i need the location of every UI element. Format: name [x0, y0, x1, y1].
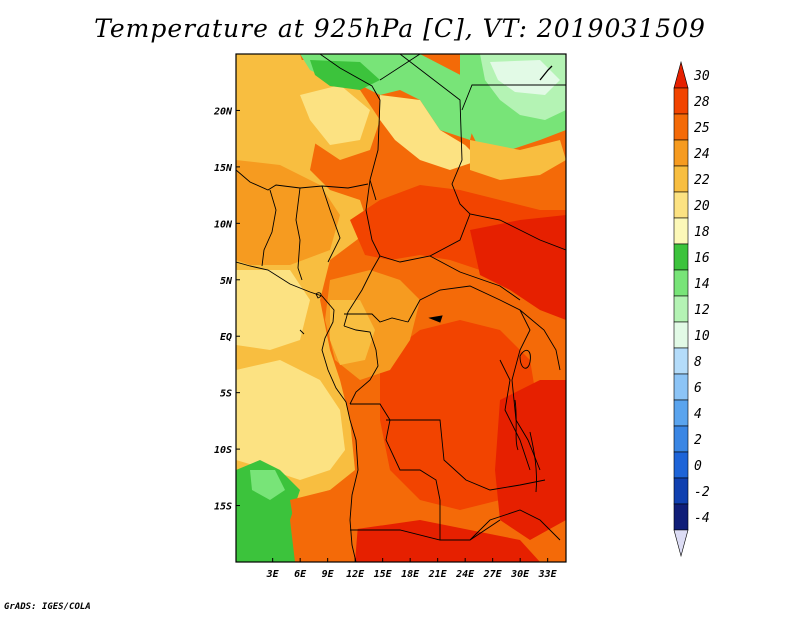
longitude-axis: 3E 6E 9E 12E 15E 18E 21E 24E 27E 30E 33E [266, 558, 558, 580]
colorbar-swatch [673, 451, 689, 479]
colorbar-swatch [673, 399, 689, 427]
lat-tick-label: 5S [220, 389, 232, 400]
colorbar-label: -2 [694, 485, 710, 500]
lat-tick-label: 15S [214, 502, 232, 513]
lat-tick-label: 5N [220, 276, 233, 287]
colorbar-swatch [673, 477, 689, 505]
colorbar-label: 22 [694, 173, 710, 188]
lon-tick-label: 12E [346, 569, 365, 580]
temperature-field [236, 54, 566, 562]
lat-tick-label: 15N [214, 163, 233, 174]
field-region-kalahari-hot [350, 520, 540, 562]
colorbar-label: 14 [694, 277, 710, 292]
lat-tick-label: 10N [214, 219, 233, 230]
field-region-east-yellow [470, 140, 566, 180]
colorbar-label: 12 [694, 303, 710, 318]
colorbar-label: 8 [694, 355, 702, 370]
colorbar-swatch [673, 139, 689, 167]
colorbar-label: -4 [694, 511, 710, 526]
field-region-gabon [330, 300, 375, 365]
grads-credit: GrADS: IGES/COLA [4, 602, 91, 612]
colorbar-swatch [673, 87, 689, 115]
colorbar-swatch [673, 425, 689, 453]
colorbar-label: 18 [694, 225, 710, 240]
lon-tick-label: 33E [538, 569, 558, 580]
colorbar-label: 2 [694, 433, 702, 448]
map-frame [235, 53, 567, 563]
colorbar-swatch [673, 269, 689, 297]
colorbar-swatch [673, 529, 689, 558]
lat-tick-label: 20N [213, 106, 233, 117]
chart-title: Temperature at 925hPa [C], VT: 201903150… [94, 14, 706, 43]
lon-tick-label: 24E [455, 569, 475, 580]
field-region-atlantic-light [236, 360, 345, 480]
colorbar-label: 10 [694, 329, 710, 344]
colorbar-swatch [673, 60, 689, 89]
country-borders [236, 54, 566, 562]
field-region-north-yellow [380, 95, 480, 170]
lon-tick-label: 18E [401, 569, 420, 580]
colorbar-label: 16 [694, 251, 710, 266]
colorbar-swatch [673, 373, 689, 401]
colorbar-label: 4 [694, 407, 702, 422]
field-region-southwest-lightgreen [250, 470, 285, 500]
field-region-west-africa [236, 160, 340, 265]
colorbar-swatch [673, 113, 689, 141]
lon-tick-label: 3E [266, 569, 280, 580]
field-region-namibia-coast [290, 490, 360, 562]
colorbar-swatch [673, 217, 689, 245]
field-region-north-darkgreen [310, 60, 380, 90]
field-region-sahara-light [300, 85, 370, 145]
lon-tick-label: 9E [322, 569, 335, 580]
colorbar-label: 28 [694, 95, 710, 110]
lon-tick-label: 21E [428, 569, 448, 580]
lat-tick-label: 10S [214, 445, 232, 456]
lon-tick-label: 27E [483, 569, 503, 580]
field-region-gulf-light [236, 270, 310, 350]
colorbar-swatch [673, 295, 689, 323]
colorbar-label: 30 [693, 69, 710, 84]
colorbar-label: 6 [694, 381, 702, 396]
colorbar-swatch [673, 191, 689, 219]
lon-tick-label: 6E [294, 569, 307, 580]
colorbar-swatch [673, 321, 689, 349]
lon-tick-label: 30E [510, 569, 530, 580]
colorbar-label: 0 [694, 459, 702, 474]
colorbar-swatch [673, 503, 689, 531]
colorbar-label: 24 [694, 147, 710, 162]
colorbar-label: 25 [694, 121, 710, 136]
colorbar-swatch [673, 243, 689, 271]
lat-tick-label: EQ [220, 332, 232, 343]
field-region-northeast-pale [490, 60, 560, 95]
field-region-southeast-hottest [495, 380, 566, 540]
colorbar-swatch [673, 347, 689, 375]
lon-tick-label: 15E [374, 569, 393, 580]
colorbar-label: 20 [694, 199, 710, 214]
latitude-axis: 20N 15N 10N 5N EQ 5S 10S 15S [213, 106, 240, 513]
colorbar-swatch [673, 165, 689, 193]
